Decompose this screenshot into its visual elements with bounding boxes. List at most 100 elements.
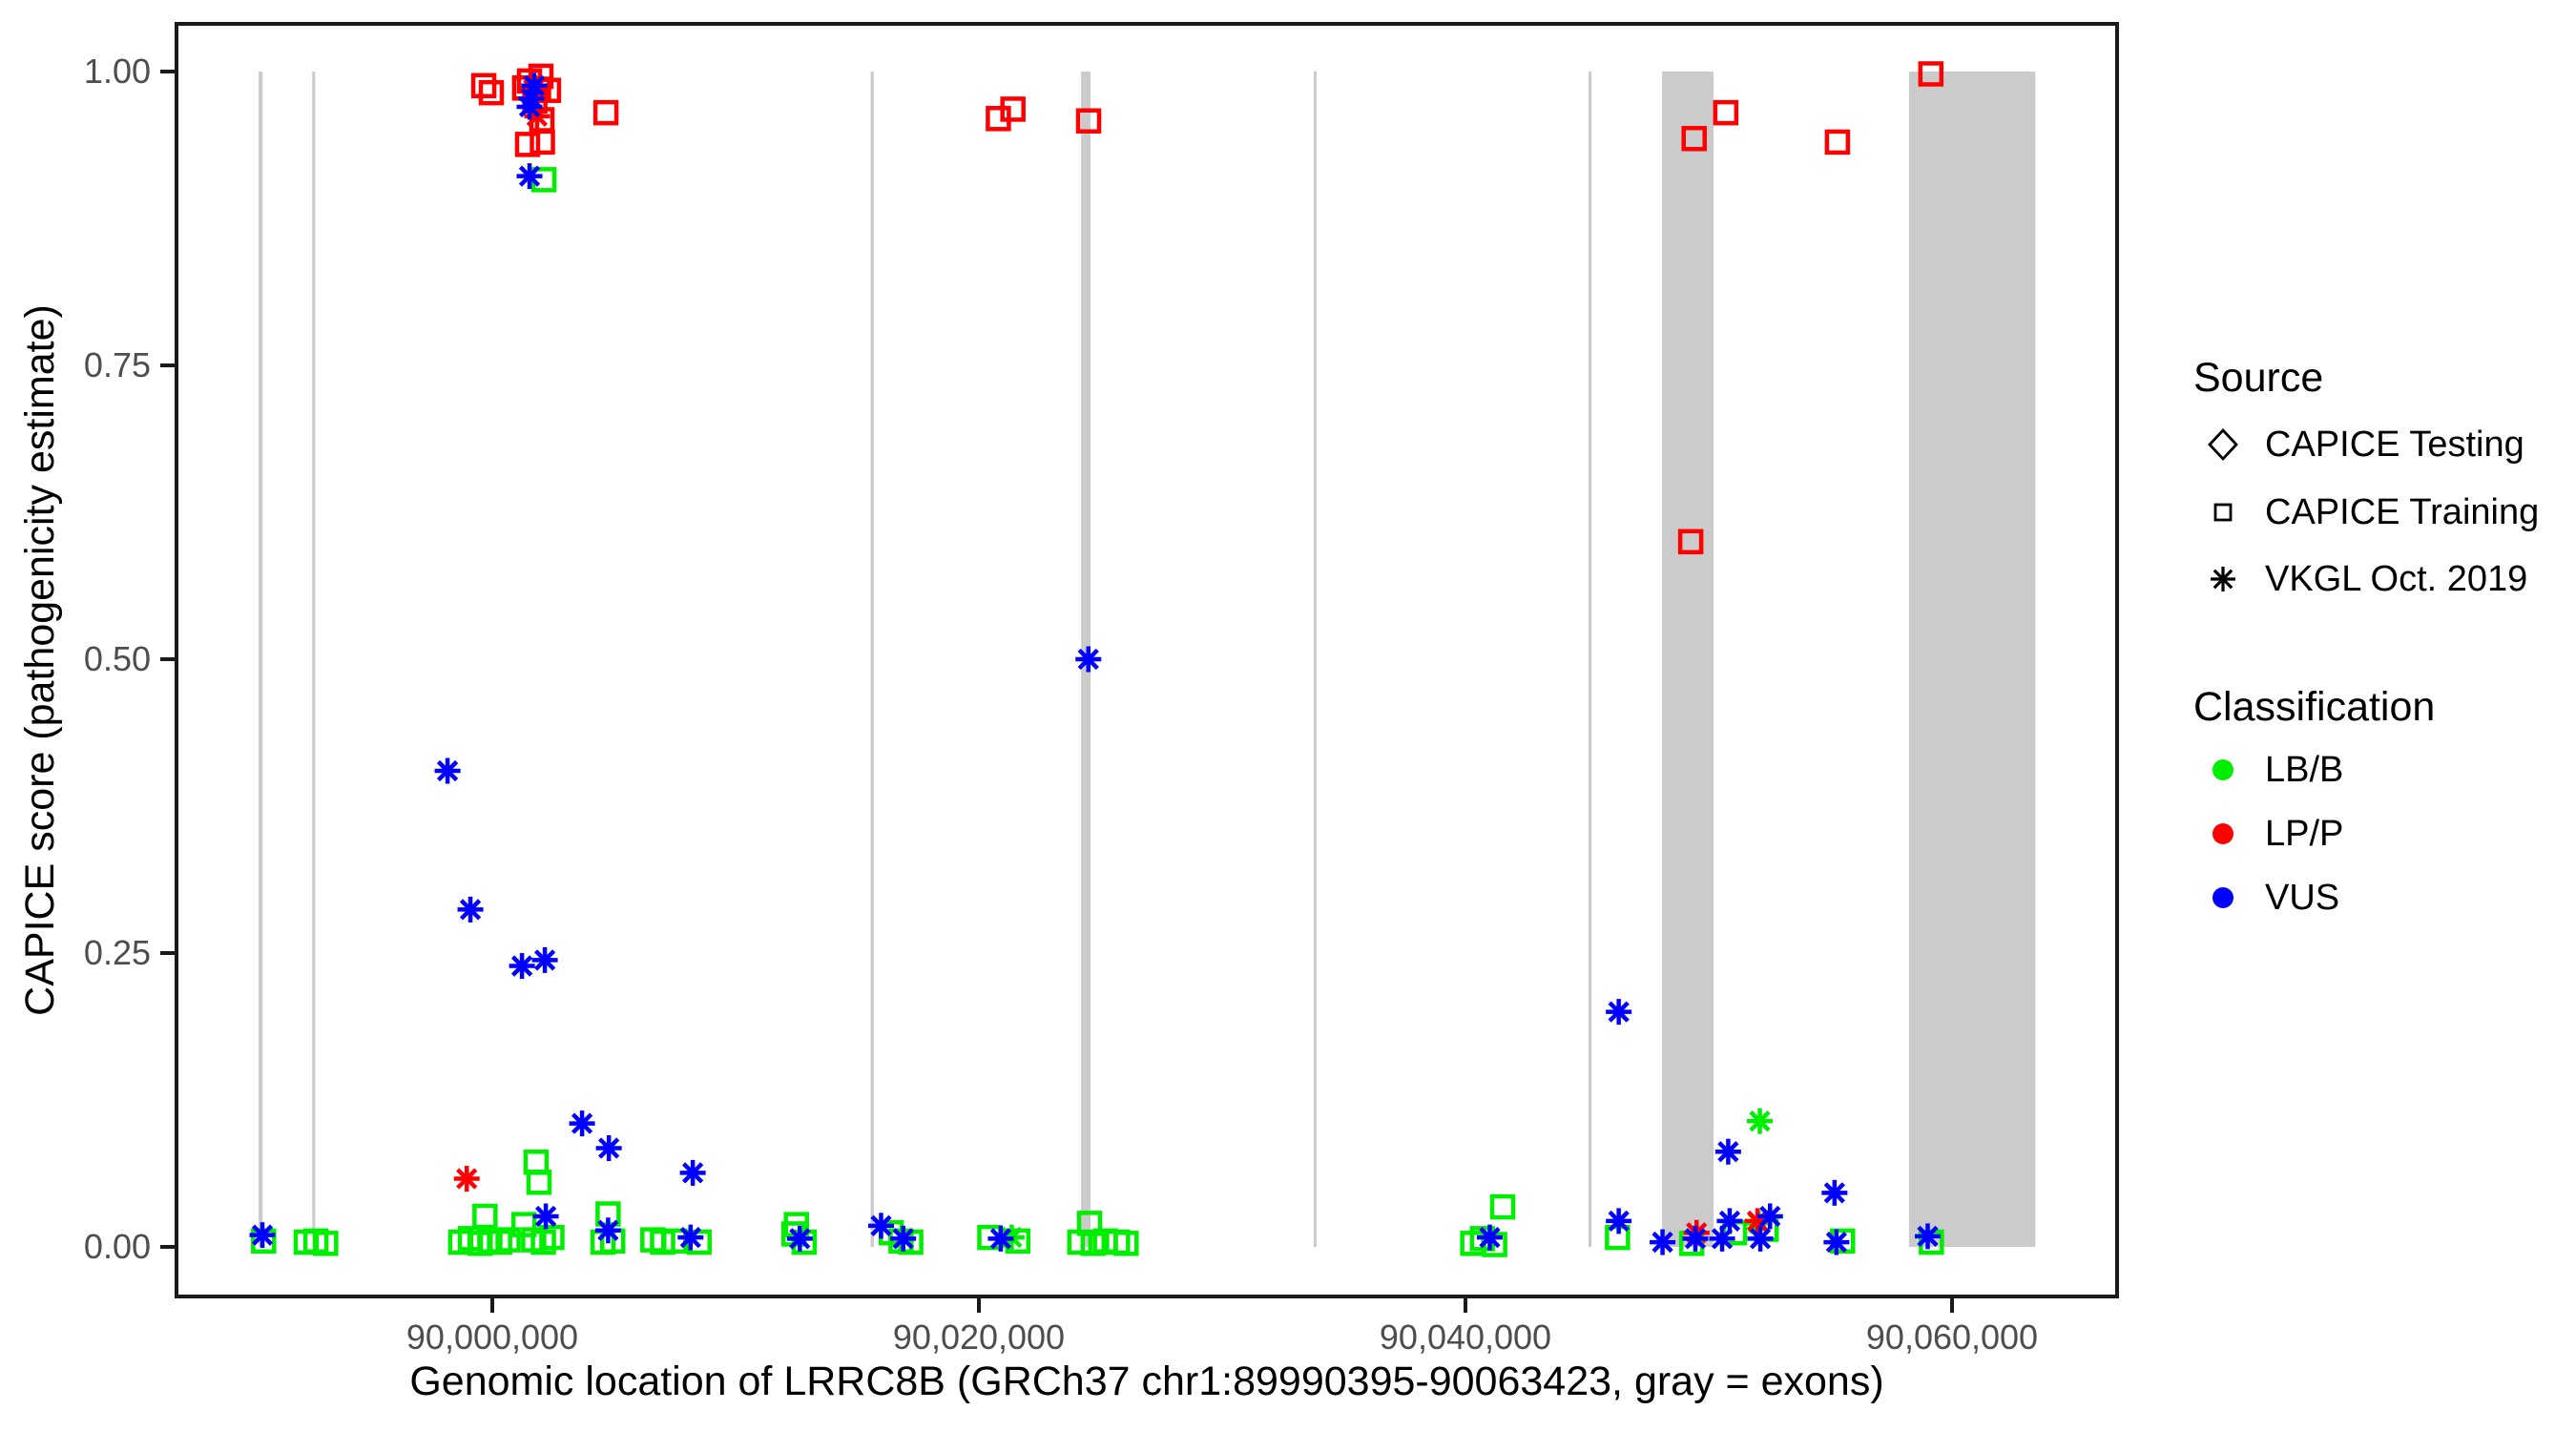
y-tick-label: 0.00 — [83, 1227, 151, 1266]
legend-item-label: LP/P — [2265, 813, 2344, 854]
data-point-asterisk — [509, 953, 535, 980]
data-point-square — [1713, 99, 1739, 126]
data-point-square — [478, 79, 505, 106]
legend-item-label: CAPICE Training — [2265, 491, 2540, 532]
data-point-asterisk — [987, 1225, 1014, 1252]
data-point-square — [514, 132, 541, 157]
data-point-asterisk — [1756, 1203, 1783, 1230]
data-point-asterisk — [1606, 1208, 1632, 1234]
data-point-asterisk — [434, 757, 461, 784]
data-point-square — [472, 1203, 498, 1230]
x-tick-label: 90,060,000 — [1865, 1317, 2039, 1357]
data-point-square — [539, 1224, 565, 1251]
x-tick-mark — [490, 1298, 494, 1313]
x-tick-label: 90,040,000 — [1379, 1317, 1552, 1357]
data-point-asterisk — [569, 1110, 595, 1137]
data-point-square — [1824, 129, 1851, 156]
data-point-asterisk — [453, 1166, 480, 1192]
legend-item-vkgl: VKGL Oct. 2019 — [2204, 556, 2527, 602]
x-tick-mark — [1464, 1298, 1467, 1313]
square-icon — [2213, 503, 2233, 522]
data-point-asterisk — [1747, 1225, 1774, 1252]
data-point-square — [1000, 96, 1026, 122]
data-point-asterisk — [786, 1225, 813, 1252]
legend-classification-title: Classification — [2193, 684, 2436, 730]
data-point-square — [313, 1231, 339, 1256]
x-tick-label: 90,020,000 — [892, 1317, 1066, 1357]
data-point-asterisk — [1821, 1179, 1848, 1206]
data-point-asterisk — [516, 93, 543, 120]
x-tick-mark — [1950, 1298, 1954, 1313]
legend-item-lbb: LB/B — [2204, 747, 2343, 793]
exon-bar — [870, 72, 874, 1247]
data-point-asterisk — [1915, 1223, 1941, 1250]
data-point-asterisk — [1823, 1229, 1850, 1255]
exon-bar — [312, 72, 316, 1247]
y-tick-mark — [160, 1245, 175, 1249]
data-point-asterisk — [1650, 1229, 1676, 1255]
y-tick-label: 0.75 — [83, 345, 151, 384]
data-point-square — [495, 1227, 521, 1253]
x-tick-label: 90,000,000 — [405, 1317, 579, 1357]
data-point-asterisk — [1714, 1138, 1741, 1165]
legend-item-label: VUS — [2265, 877, 2340, 918]
x-tick-mark — [977, 1298, 981, 1313]
legend-item-label: CAPICE Testing — [2265, 424, 2524, 465]
asterisk-icon — [2211, 567, 2235, 591]
data-point-asterisk — [457, 896, 484, 923]
legend-item-vus: VUS — [2204, 875, 2339, 921]
data-point-square — [592, 99, 619, 126]
plot-panel — [175, 22, 2119, 1298]
x-axis-title: Genomic location of LRRC8B (GRCh37 chr1:… — [409, 1358, 1884, 1404]
data-point-square — [470, 73, 497, 99]
exon-bar — [1662, 72, 1714, 1247]
vus-dot-icon — [2212, 887, 2233, 908]
y-tick-mark — [160, 951, 175, 955]
data-point-asterisk — [1606, 999, 1632, 1026]
lbb-dot-icon — [2212, 759, 2233, 780]
data-point-square — [526, 1169, 552, 1195]
data-point-square — [1075, 108, 1102, 134]
y-tick-label: 0.25 — [83, 933, 151, 972]
y-tick-mark — [160, 657, 175, 661]
data-point-square — [530, 129, 555, 156]
data-point-asterisk — [1075, 646, 1102, 673]
data-point-asterisk — [249, 1222, 276, 1249]
exon-bar — [1589, 72, 1592, 1247]
exon-bar — [259, 72, 263, 1247]
y-tick-mark — [160, 363, 175, 367]
legend-item-capice-testing: CAPICE Testing — [2204, 422, 2524, 467]
exon-bar — [1908, 72, 2036, 1247]
diamond-icon — [2208, 427, 2238, 462]
legend-item-label: VKGL Oct. 2019 — [2265, 558, 2528, 599]
legend-item-label: LB/B — [2265, 749, 2344, 790]
data-point-square — [530, 167, 557, 193]
data-point-asterisk — [595, 1135, 622, 1162]
legend-source-title: Source — [2193, 355, 2324, 401]
data-point-asterisk — [1682, 1225, 1709, 1252]
data-point-square — [1681, 125, 1707, 152]
legend-item-capice-training: CAPICE Training — [2204, 489, 2539, 535]
exon-bar — [1313, 72, 1317, 1247]
data-point-asterisk — [532, 1203, 559, 1230]
data-point-asterisk — [867, 1213, 894, 1239]
data-point-square — [1918, 61, 1944, 87]
y-tick-label: 1.00 — [83, 52, 151, 91]
data-point-asterisk — [890, 1225, 917, 1252]
data-point-asterisk — [1477, 1224, 1503, 1251]
data-point-square — [1113, 1231, 1139, 1256]
y-tick-mark — [160, 70, 175, 73]
y-tick-label: 0.50 — [83, 639, 151, 678]
data-point-asterisk — [1747, 1108, 1774, 1134]
data-point-asterisk — [677, 1224, 704, 1251]
lpp-dot-icon — [2212, 823, 2233, 844]
data-point-asterisk — [531, 946, 558, 973]
data-point-asterisk — [516, 163, 543, 190]
data-point-asterisk — [594, 1217, 621, 1244]
data-point-square — [1489, 1193, 1516, 1220]
data-point-asterisk — [679, 1159, 706, 1186]
data-point-asterisk — [1716, 1208, 1743, 1234]
legend-item-lpp: LP/P — [2204, 811, 2343, 857]
